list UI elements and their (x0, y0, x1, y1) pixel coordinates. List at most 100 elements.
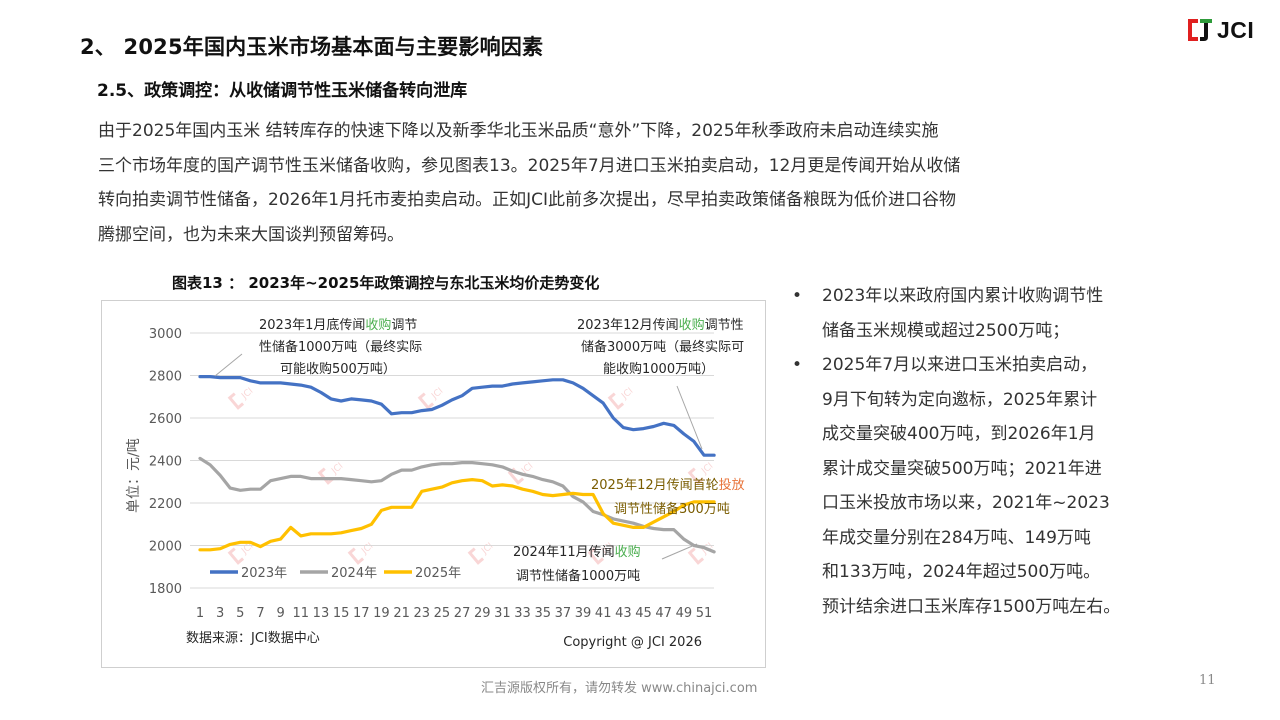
bullet-line: 2025年7月以来进口玉米拍卖启动， (822, 355, 1098, 375)
page-number: 11 (1199, 673, 1216, 688)
annotation-segment: 调节 (391, 318, 417, 333)
bullet-dot: • (792, 286, 803, 306)
chart-container: JCI JCI JCI JCI JCI JCI JCI JCI JCI JCI JCI 1800 200… (101, 300, 766, 668)
annotation-segment: 储备3000万吨（最终实际可 (581, 339, 744, 355)
svg-text:JCI: JCI (359, 541, 375, 557)
x-tick-label: 23 (413, 606, 430, 621)
bullet-line: 累计成交量突破500万吨；2021年进 (822, 458, 1102, 479)
svg-text:JCI: JCI (479, 541, 495, 557)
annotation-highlight: 收购 (679, 317, 705, 333)
annotation-segment: 调节性 (705, 318, 744, 333)
watermark-icon: JCI (347, 541, 375, 565)
svg-text:JCI: JCI (329, 461, 345, 477)
annotation-text: 可能收购500万吨） (280, 361, 396, 377)
x-tick-label: 5 (236, 606, 244, 621)
x-tick-label: 15 (333, 606, 350, 621)
bullet-line: 2023年以来政府国内累计收购调节性 (822, 286, 1104, 306)
paragraph-line: 三个市场年度的国产调节性玉米储备收购，参见图表13。2025年7月进口玉米拍卖启… (98, 155, 961, 176)
y-tick-label: 2200 (149, 497, 182, 512)
x-tick-label: 51 (696, 606, 713, 621)
annotation-segment: 2023年12月传闻 (577, 318, 679, 333)
subsection-title: 2.5、政策调控：从收储调节性玉米储备转向泄库 (97, 81, 468, 101)
bullet-line: 9月下旬转为定向邀标，2025年累计 (822, 389, 1098, 410)
x-tick-label: 39 (575, 606, 592, 621)
svg-text:JCI: JCI (699, 461, 715, 477)
x-tick-label: 31 (494, 606, 511, 621)
annotation-text: 性储备1000万吨（最终实际 (259, 339, 422, 355)
bullet-line: 口玉米投放市场以来，2021年~2023 (822, 493, 1110, 513)
y-tick-label: 2000 (149, 540, 182, 555)
x-tick-label: 1 (196, 606, 204, 621)
annotation-text: 调节性储备300万吨 (614, 501, 730, 517)
y-tick-label: 2800 (149, 370, 182, 385)
annotation-segment: 2024年11月传闻 (513, 545, 615, 560)
leader-line (676, 385, 703, 450)
x-tick-label: 35 (534, 606, 551, 621)
series-line-2025年 (198, 478, 716, 552)
bullet-item: • 2023年以来政府国内累计收购调节性 储备玉米规模或超过2500万吨； (792, 279, 1192, 348)
annotation-highlight: 收购 (365, 317, 391, 333)
legend-label: 2023年 (241, 566, 287, 581)
leader-line (661, 543, 698, 560)
watermark-icon: JCI (317, 461, 345, 485)
series-line-2024年 (198, 456, 716, 554)
watermark-icon: JCI (227, 386, 255, 410)
bullet-line: 储备玉米规模或超过2500万吨； (822, 320, 1070, 341)
watermark-icon: JCI (467, 541, 495, 565)
x-tick-label: 29 (474, 606, 491, 621)
series-line-2023年 (198, 374, 716, 457)
x-tick-label: 9 (276, 606, 284, 621)
annotation-segment: 调节性储备300万吨 (614, 501, 730, 517)
jci-logo-icon (1188, 19, 1212, 41)
x-tick-label: 33 (514, 606, 531, 621)
x-tick-label: 41 (595, 606, 612, 621)
x-tick-label: 11 (293, 606, 310, 621)
annotation-highlight: 收购 (615, 544, 641, 560)
bullet-list: • 2023年以来政府国内累计收购调节性 储备玉米规模或超过2500万吨； • … (792, 279, 1192, 624)
x-tick-label: 13 (313, 606, 330, 621)
logo-text: JCI (1217, 17, 1255, 43)
annotation-segment: 调节性储备1000万吨 (516, 568, 640, 584)
footer-copyright: 汇吉源版权所有，请勿转发 www.chinajci.com (481, 681, 758, 696)
body-paragraph: 由于2025年国内玉米 结转库存的快速下降以及新季华北玉米品质“意外”下降，20… (98, 114, 1178, 252)
bullet-dot: • (792, 355, 803, 375)
paragraph-line: 转向拍卖调节性储备，2026年1月托市麦拍卖启动。正如JCI此前多次提出，尽早拍… (98, 190, 956, 210)
legend-label: 2024年 (331, 566, 377, 581)
annotation-segment: 2023年1月底传闻 (259, 317, 365, 333)
annotation-highlight: 投放 (719, 477, 745, 493)
x-tick-label: 43 (615, 606, 632, 621)
annotation-segment: 能收购1000万吨） (603, 361, 714, 377)
svg-text:JCI: JCI (429, 386, 445, 402)
annotation-segment: 性储备1000万吨（最终实际 (259, 339, 422, 355)
x-tick-label: 27 (454, 606, 471, 621)
bullet-line: 成交量突破400万吨，到2026年1月 (822, 424, 1096, 444)
bullet-item: • 2025年7月以来进口玉米拍卖启动， 9月下旬转为定向邀标，2025年累计 … (792, 348, 1192, 624)
x-tick-label: 7 (256, 606, 264, 621)
watermark-icon: JCI (607, 386, 635, 410)
x-tick-label: 21 (393, 606, 410, 621)
y-axis-label: 单位：元/吨 (126, 438, 142, 513)
annotation-text: 能收购1000万吨） (603, 361, 714, 377)
svg-text:JCI: JCI (619, 386, 635, 402)
figure-title: 图表13 ： 2023年~2025年政策调控与东北玉米均价走势变化 (172, 274, 600, 292)
y-tick-label: 1800 (149, 582, 182, 597)
annotation-text: 2024年11月传闻收购 (513, 544, 641, 560)
bullet-line: 预计结余进口玉米库存1500万吨左右。 (822, 596, 1121, 617)
bullet-line: 和133万吨，2024年超过500万吨。 (822, 562, 1101, 582)
paragraph-line: 腾挪空间，也为未来大国谈判预留筹码。 (98, 224, 404, 245)
jci-logo: JCI (1186, 15, 1266, 45)
section-title: 2、 2025年国内玉米市场基本面与主要影响因素 (80, 35, 544, 59)
annotation-segment: 2025年12月传闻首轮 (591, 478, 719, 493)
chart-copyright: Copyright @ JCI 2026 (563, 635, 702, 650)
annotation-text: 2023年12月传闻收购调节性 (577, 317, 744, 333)
x-tick-label: 25 (434, 606, 451, 621)
bullet-line: 年成交量分别在284万吨、149万吨 (822, 527, 1091, 548)
legend-label: 2025年 (415, 566, 461, 581)
x-tick-label: 17 (353, 606, 370, 621)
paragraph-line: 由于2025年国内玉米 结转库存的快速下降以及新季华北玉米品质“意外”下降，20… (98, 121, 939, 141)
chart-source: 数据来源：JCI数据中心 (186, 631, 320, 646)
leader-line (214, 353, 243, 377)
x-tick-label: 47 (655, 606, 672, 621)
x-tick-label: 19 (373, 606, 390, 621)
